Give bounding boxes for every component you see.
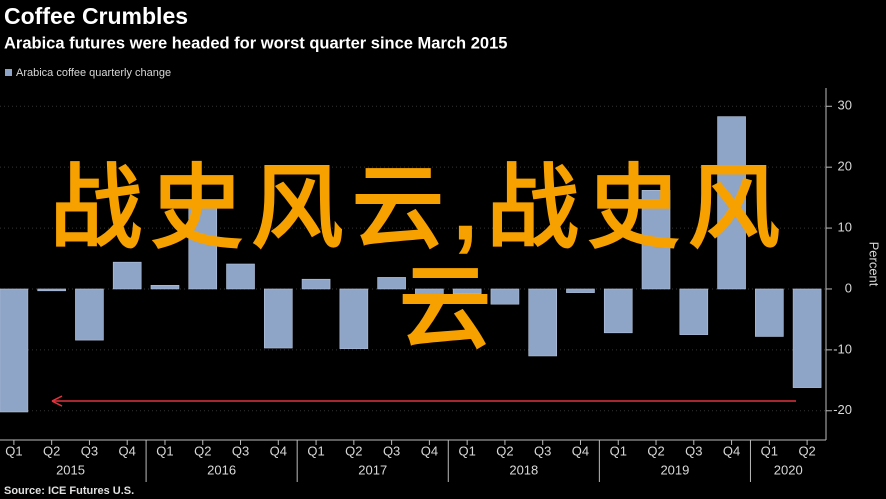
x-tick-label: Q1	[307, 443, 324, 458]
x-tick-label: Q4	[572, 443, 589, 458]
bar	[528, 288, 558, 357]
bar	[339, 288, 369, 349]
bar	[75, 288, 104, 341]
x-tick-label: Q1	[610, 443, 627, 458]
arrow-head	[51, 395, 63, 407]
bar	[263, 288, 293, 349]
watermark-text: 战史风云,战史风	[50, 157, 780, 259]
bar	[226, 263, 255, 290]
x-group-label: 2020	[774, 462, 803, 477]
y-tick-label: 20	[838, 159, 852, 174]
y-tick-label: -20	[833, 402, 852, 417]
bar	[755, 288, 784, 337]
x-tick-label: Q2	[43, 443, 60, 458]
x-tick-label: Q1	[5, 443, 22, 458]
x-tick-label: Q3	[232, 443, 249, 458]
y-tick-label: -10	[833, 341, 852, 356]
x-group-label: 2019	[660, 462, 689, 477]
x-tick-label: Q3	[383, 443, 400, 458]
source: Source: ICE Futures U.S.	[4, 485, 134, 497]
bar	[188, 203, 218, 290]
bar	[0, 288, 29, 413]
x-tick-label: Q2	[798, 443, 815, 458]
x-tick-label: Q1	[156, 443, 173, 458]
x-tick-label: Q3	[534, 443, 551, 458]
x-group-label: 2018	[509, 462, 538, 477]
x-tick-label: Q2	[345, 443, 362, 458]
x-tick-label: Q1	[761, 443, 778, 458]
watermark-text: 云	[399, 257, 491, 359]
bar	[150, 285, 180, 290]
y-tick-label: 30	[838, 98, 852, 113]
chart-subtitle: Arabica futures were headed for worst qu…	[4, 34, 507, 52]
bar	[377, 277, 406, 290]
x-tick-label: Q3	[685, 443, 702, 458]
x-group-label: 2016	[207, 462, 236, 477]
y-tick-label: 0	[845, 280, 852, 295]
x-group-label: 2017	[358, 462, 387, 477]
legend-swatch	[5, 69, 12, 76]
bar	[603, 288, 633, 334]
bar	[490, 288, 520, 305]
x-tick-label: Q4	[421, 443, 438, 458]
x-tick-label: Q2	[496, 443, 513, 458]
y-tick-label: 10	[838, 220, 852, 235]
x-tick-label: Q1	[458, 443, 475, 458]
x-tick-label: Q4	[270, 443, 287, 458]
chart-title: Coffee Crumbles	[4, 3, 188, 29]
bar	[37, 288, 66, 292]
x-tick-label: Q2	[647, 443, 664, 458]
x-tick-label: Q2	[194, 443, 211, 458]
bar	[566, 288, 595, 293]
bar	[641, 190, 671, 290]
y-axis-label: Percent	[867, 242, 882, 287]
bar	[301, 278, 331, 290]
bar	[415, 288, 444, 299]
bar	[452, 288, 482, 295]
bar	[112, 261, 142, 290]
bar	[717, 116, 746, 290]
legend-label: Arabica coffee quarterly change	[16, 67, 171, 79]
x-group-label: 2015	[56, 462, 85, 477]
x-tick-label: Q4	[723, 443, 740, 458]
x-tick-label: Q4	[119, 443, 136, 458]
x-tick-label: Q3	[81, 443, 98, 458]
bar	[792, 288, 822, 388]
bar	[679, 288, 709, 335]
